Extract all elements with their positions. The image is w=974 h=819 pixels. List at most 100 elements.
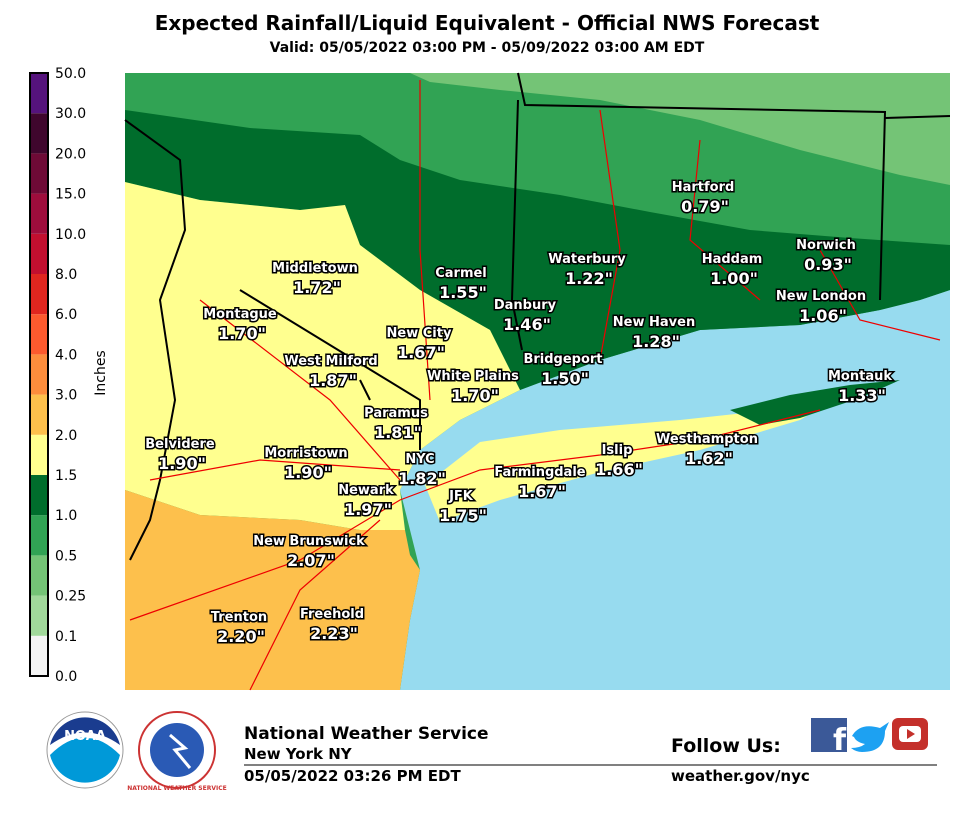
city-value: 1.70" xyxy=(218,324,266,343)
city-name: Paramus xyxy=(364,406,428,421)
city-name: New Haven xyxy=(613,315,695,330)
legend-swatch xyxy=(30,595,48,636)
city-value: 1.28" xyxy=(632,332,680,351)
city-name: Bridgeport xyxy=(523,352,602,367)
city-value: 1.90" xyxy=(284,463,332,482)
city-value: 1.66" xyxy=(595,460,643,479)
issued: 05/05/2022 03:26 PM EDT xyxy=(244,767,461,785)
legend-swatch xyxy=(30,233,48,274)
city-value: 1.00" xyxy=(710,269,758,288)
legend-tick-label: 10.0 xyxy=(55,227,86,243)
legend-swatch xyxy=(30,153,48,194)
city-value: 1.75" xyxy=(439,506,487,525)
legend-tick-label: 0.5 xyxy=(55,548,77,564)
city-value: 1.55" xyxy=(439,283,487,302)
city-name: White Plains xyxy=(427,369,519,384)
legend-tick-label: 50.0 xyxy=(55,66,86,82)
twitter-icon[interactable] xyxy=(851,722,889,752)
legend-swatch xyxy=(30,193,48,234)
city-value: 0.93" xyxy=(804,255,852,274)
city-name: Hartford xyxy=(672,180,735,195)
nws-seal-text: NATIONAL WEATHER SERVICE xyxy=(127,785,226,792)
city-value: 1.67" xyxy=(397,343,445,362)
city-name: Westhampton xyxy=(656,432,758,447)
city-name: New London xyxy=(776,289,866,304)
legend-tick-label: 1.0 xyxy=(55,508,77,524)
legend-tick-label: 30.0 xyxy=(55,106,86,122)
city-name: Montague xyxy=(203,307,277,322)
legend-swatch xyxy=(30,274,48,315)
city-name: West Milford xyxy=(284,354,377,369)
city-name: Montauk xyxy=(828,369,892,384)
city-value: 1.06" xyxy=(799,306,847,325)
city-name: Newark xyxy=(338,483,394,498)
city-value: 1.33" xyxy=(838,386,886,405)
legend-tick-label: 20.0 xyxy=(55,146,86,162)
city-name: Middletown xyxy=(272,261,358,276)
city-name: Trenton xyxy=(211,610,267,625)
legend-tick-label: 15.0 xyxy=(55,187,86,203)
legend-swatch xyxy=(30,555,48,596)
city-value: 1.97" xyxy=(344,500,392,519)
noaa-logo-text: NOAA xyxy=(64,729,106,744)
city-value: 1.62" xyxy=(685,449,733,468)
legend-swatch xyxy=(30,434,48,475)
legend-swatch xyxy=(30,394,48,435)
city-name: Belvidere xyxy=(145,437,215,452)
legend-label: Inches xyxy=(93,350,109,395)
follow: Follow Us: xyxy=(671,735,781,757)
city-value: 1.72" xyxy=(293,278,341,297)
city-value: 2.20" xyxy=(217,627,265,646)
legend-swatch xyxy=(30,73,48,114)
legend-swatch xyxy=(30,314,48,355)
city-value: 2.23" xyxy=(310,624,358,643)
city-value: 1.46" xyxy=(503,315,551,334)
legend-tick-label: 0.1 xyxy=(55,629,77,645)
legend-tick-label: 0.0 xyxy=(55,669,77,685)
city-value: 1.82" xyxy=(398,469,446,488)
legend-tick-label: 1.5 xyxy=(55,468,77,484)
city-name: JFK xyxy=(448,489,474,504)
city-value: 1.70" xyxy=(451,386,499,405)
city-value: 1.81" xyxy=(374,423,422,442)
city-name: Waterbury xyxy=(548,252,626,267)
legend-frame xyxy=(29,72,49,677)
url: weather.gov/nyc xyxy=(671,767,810,785)
city-name: NYC xyxy=(405,452,434,467)
footer: NOAA NATIONAL WEATHER SERVICE National W… xyxy=(46,711,937,792)
city-value: 1.22" xyxy=(565,269,613,288)
legend-swatch xyxy=(30,113,48,154)
city-name: Danbury xyxy=(494,298,557,313)
legend-tick-label: 8.0 xyxy=(55,267,77,283)
legend-swatch xyxy=(30,354,48,395)
city-value: 2.07" xyxy=(287,551,335,570)
city-value: 1.90" xyxy=(158,454,206,473)
city-value: 0.79" xyxy=(681,197,729,216)
legend-tick-label: 3.0 xyxy=(55,388,77,404)
office: New York NY xyxy=(244,745,353,763)
city-name: Carmel xyxy=(435,266,487,281)
city-name: Freehold xyxy=(300,607,364,622)
city-value: 1.67" xyxy=(518,482,566,501)
facebook-glyph: f xyxy=(833,723,847,758)
city-value: 1.50" xyxy=(541,369,589,388)
city-name: Islip xyxy=(602,443,633,458)
city-value: 1.87" xyxy=(309,371,357,390)
legend-swatch xyxy=(30,515,48,556)
legend: 0.0 0.1 0.25 0.5 1.0 1.5 2.0 3.0 4.0 6.0 8.0 10.0 15… xyxy=(29,66,86,685)
city-name: New City xyxy=(387,326,452,341)
city-labels: Hartford 0.79" Norwich 0.93" Waterbury 1.22" H… xyxy=(144,179,894,648)
org: National Weather Service xyxy=(244,724,489,744)
facebook-icon[interactable] xyxy=(811,718,847,752)
legend-swatch xyxy=(30,635,48,676)
legend-swatch xyxy=(30,475,48,516)
city-name: Norwich xyxy=(796,238,856,253)
city-name: New Brunswick xyxy=(253,534,365,549)
city-name: Haddam xyxy=(702,252,763,267)
legend-tick-label: 4.0 xyxy=(55,347,77,363)
legend-tick-label: 6.0 xyxy=(55,307,77,323)
city-name: Farmingdale xyxy=(494,465,585,480)
legend-tick-label: 2.0 xyxy=(55,428,77,444)
title: Expected Rainfall/Liquid Equivalent - Of… xyxy=(155,11,820,35)
